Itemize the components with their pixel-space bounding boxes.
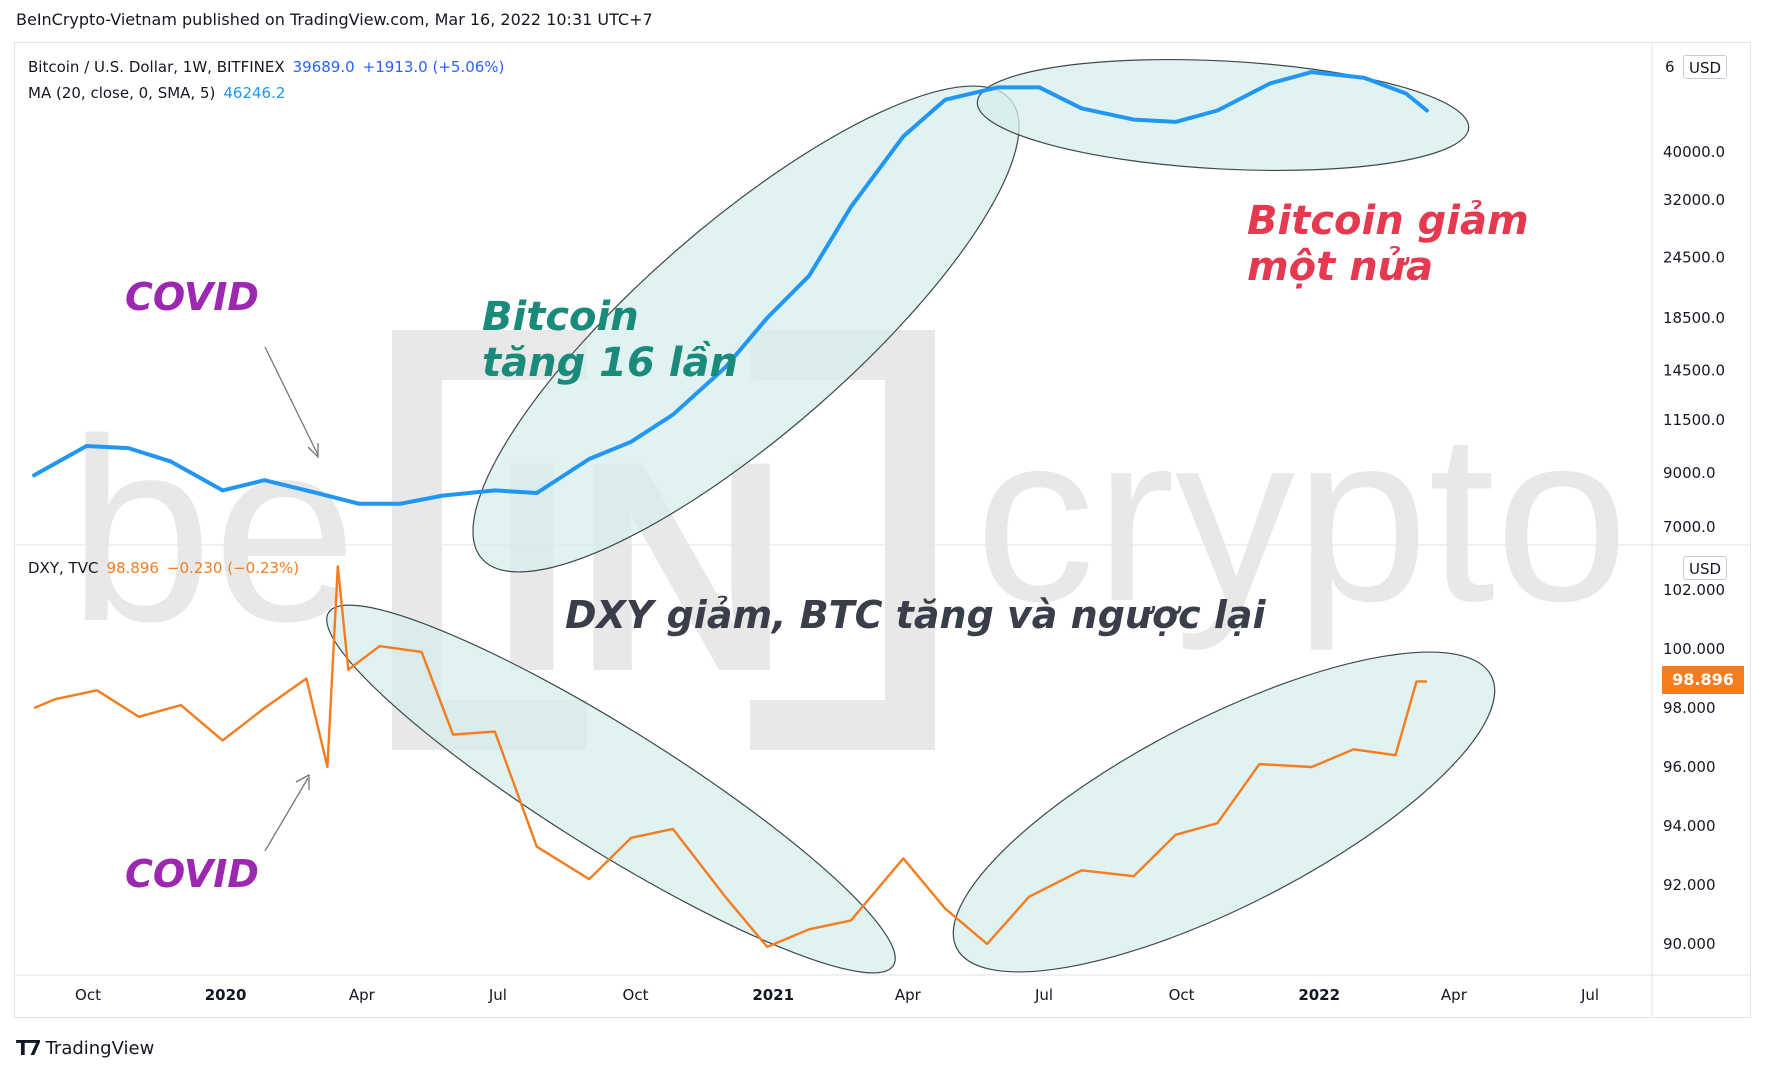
x-tick-label: Oct bbox=[1169, 986, 1195, 1004]
btc-y-tick-label: 32000.0 bbox=[1663, 191, 1725, 209]
watermark-be: be bbox=[68, 386, 357, 676]
watermark-bracket-top-left bbox=[392, 330, 587, 380]
btc-y-tick-label: 40000.0 bbox=[1663, 143, 1725, 161]
dxy-note-label: DXY giảm, BTC tăng và ngược lại bbox=[565, 593, 1266, 637]
tradingview-logo-icon: T7 bbox=[16, 1036, 42, 1060]
dxy-price-tag: 98.896 bbox=[1662, 666, 1744, 694]
dxy-currency-button[interactable]: USD bbox=[1683, 556, 1727, 580]
dxy-line bbox=[33, 565, 1427, 949]
dxy-y-tick-label: 94.000 bbox=[1663, 817, 1716, 835]
x-tick-label: 2022 bbox=[1298, 986, 1340, 1004]
watermark-bracket-right bbox=[885, 330, 935, 750]
dxy-symbol: DXY, TVC bbox=[28, 559, 99, 577]
ma-label: MA (20, close, 0, SMA, 5) bbox=[28, 84, 216, 102]
watermark-bracket-bottom-right bbox=[750, 700, 935, 750]
chart-frame bbox=[14, 42, 1751, 1018]
dxy-y-tick-label: 100.000 bbox=[1663, 640, 1725, 658]
ma-value: 46246.2 bbox=[223, 84, 286, 102]
btc-ma-line bbox=[32, 70, 1429, 506]
btc-y-tick-label: 11500.0 bbox=[1663, 411, 1725, 429]
dxy-y-tick-label: 92.000 bbox=[1663, 876, 1716, 894]
covid-label-top: COVID bbox=[125, 275, 259, 319]
x-tick-label: Oct bbox=[623, 986, 649, 1004]
covid-arrow-bottom bbox=[264, 773, 310, 852]
tradingview-footer[interactable]: T7 TradingView bbox=[16, 1036, 154, 1060]
x-tick-label: Jul bbox=[1580, 986, 1599, 1004]
dxy-y-tick-label: 102.000 bbox=[1663, 581, 1725, 599]
covid-arrow-top bbox=[264, 346, 319, 459]
btc-y-tick-label: 14500.0 bbox=[1663, 361, 1725, 379]
btc-price: 39689.0 bbox=[292, 58, 355, 76]
x-tick-label: Oct bbox=[75, 986, 101, 1004]
publisher-header: BeInCrypto-Vietnam published on TradingV… bbox=[16, 10, 653, 29]
watermark-crypto: crypto bbox=[975, 383, 1629, 651]
dxy-y-tick-label: 96.000 bbox=[1663, 758, 1716, 776]
ma-legend: MA (20, close, 0, SMA, 5) 46246.2 bbox=[28, 84, 293, 102]
footer-brand: TradingView bbox=[45, 1037, 155, 1059]
btc-halve-label-line2: một nửa bbox=[1247, 244, 1434, 290]
dxy-legend: DXY, TVC 98.896 −0.230 (−0.23%) bbox=[28, 559, 307, 577]
x-tick-label: Jul bbox=[1034, 986, 1053, 1004]
x-tick-label: Apr bbox=[1441, 986, 1468, 1004]
x-tick-label: 2021 bbox=[752, 986, 794, 1004]
btc-y-tick-label: 9000.0 bbox=[1663, 464, 1716, 482]
x-tick-label: Jul bbox=[488, 986, 507, 1004]
x-tick-label: Apr bbox=[895, 986, 922, 1004]
ellipse-btc-top bbox=[976, 58, 1470, 172]
btc-y-tick-label: 7000.0 bbox=[1663, 518, 1716, 536]
covid-label-bottom: COVID bbox=[125, 852, 259, 896]
dxy-price: 98.896 bbox=[106, 559, 159, 577]
ellipse-dxy-fall bbox=[326, 604, 896, 974]
btc-currency-button[interactable]: USD bbox=[1683, 55, 1727, 79]
dxy-change: −0.230 (−0.23%) bbox=[166, 559, 300, 577]
dxy-y-tick-label: 98.000 bbox=[1663, 699, 1716, 717]
dxy-y-tick-label: 90.000 bbox=[1663, 935, 1716, 953]
btc-rise-label-line2: tăng 16 lần bbox=[482, 340, 738, 386]
btc-rise-label-line1: Bitcoin bbox=[482, 294, 639, 340]
btc-y-tick-label: 18500.0 bbox=[1663, 309, 1725, 327]
btc-y-tick-label: 24500.0 bbox=[1663, 249, 1725, 267]
btc-change: +1913.0 (+5.06%) bbox=[362, 58, 505, 76]
btc-symbol: Bitcoin / U.S. Dollar, 1W, BITFINEX bbox=[28, 58, 285, 76]
btc-scale-partial: 6 bbox=[1665, 58, 1675, 76]
btc-halve-label-line1: Bitcoin giảm bbox=[1247, 198, 1529, 244]
x-tick-label: 2020 bbox=[205, 986, 247, 1004]
x-tick-label: Apr bbox=[349, 986, 376, 1004]
btc-legend: Bitcoin / U.S. Dollar, 1W, BITFINEX 39689… bbox=[28, 58, 512, 76]
